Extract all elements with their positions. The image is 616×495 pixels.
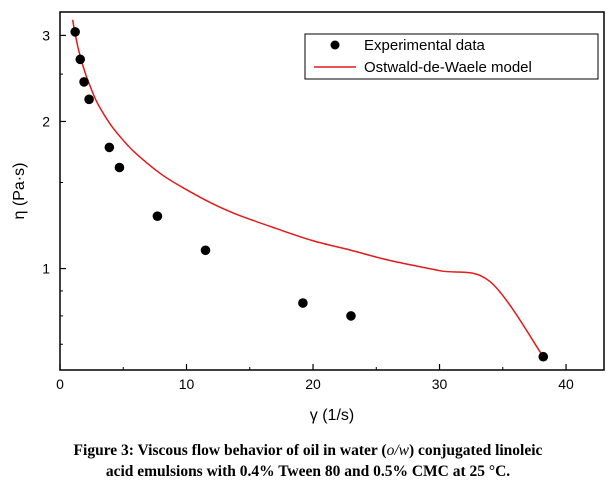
viscosity-chart: 0 10 20 30 40 1 2 3 γ (1/s) η (Pa·s) Experimen… (11, 11, 605, 424)
x-tick-label: 10 (179, 376, 195, 392)
x-tick-label: 30 (432, 376, 448, 392)
data-point (346, 311, 356, 321)
legend-box (304, 33, 599, 80)
caption-line2: acid emulsions with 0.4% Tween 80 and 0.… (105, 463, 511, 480)
data-point (152, 211, 163, 221)
y-axis-ticks: 1 2 3 (42, 27, 66, 345)
data-point (70, 27, 80, 37)
y-tick-label: 2 (42, 113, 50, 129)
x-axis-label: γ (1/s) (310, 407, 354, 424)
data-point (114, 162, 125, 173)
x-tick-label: 20 (305, 376, 321, 392)
data-point (200, 245, 211, 256)
data-point (298, 298, 308, 308)
experimental-data-points (70, 27, 549, 362)
legend: Experimental data Ostwald-de-Waele model (304, 33, 599, 80)
x-axis-ticks: 0 10 20 30 40 (56, 364, 574, 392)
plot-frame (59, 11, 605, 371)
data-point (79, 77, 89, 87)
x-tick-label: 0 (56, 376, 64, 392)
data-point (538, 351, 549, 362)
y-axis-label: η (Pa·s) (11, 163, 28, 220)
caption-line1-prefix: Figure 3: Viscous flow behavior of oil i… (73, 442, 387, 459)
legend-label-model: Ostwald-de-Waele model (364, 59, 532, 76)
figure-caption: Figure 3: Viscous flow behavior of oil i… (0, 440, 616, 482)
legend-label-experimental: Experimental data (364, 37, 486, 54)
caption-line1-suffix: ) conjugated linoleic (408, 442, 543, 459)
data-point (75, 54, 86, 65)
y-tick-label: 1 (42, 261, 50, 277)
data-point (104, 142, 115, 153)
data-point (84, 94, 94, 105)
legend-marker-experimental (330, 40, 340, 50)
ostwald-de-waele-model-line (71, 19, 544, 358)
y-tick-label: 3 (42, 27, 50, 43)
x-tick-label: 40 (558, 376, 574, 392)
caption-line1-math: o/w (386, 442, 409, 459)
